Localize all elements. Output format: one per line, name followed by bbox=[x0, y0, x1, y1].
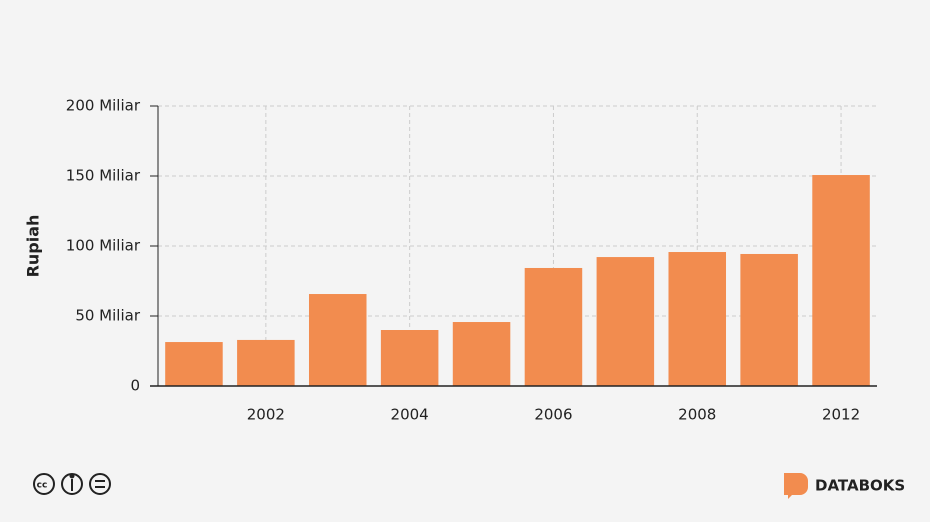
x-tick-label: 2004 bbox=[391, 406, 429, 424]
y-tick-label: 150 Miliar bbox=[66, 167, 141, 185]
bar bbox=[668, 252, 727, 386]
cc-mark: cc bbox=[37, 481, 48, 491]
y-tick-label: 50 Miliar bbox=[75, 307, 140, 325]
brand-name: DATABOKS bbox=[815, 477, 905, 495]
bar bbox=[237, 339, 295, 386]
bar bbox=[165, 342, 223, 386]
bar bbox=[380, 330, 439, 386]
y-tick-label: 100 Miliar bbox=[66, 237, 141, 255]
y-axis-title: Rupiah bbox=[24, 215, 43, 278]
bar bbox=[452, 322, 511, 386]
bar bbox=[740, 253, 798, 386]
x-tick-label: 2008 bbox=[678, 406, 716, 424]
x-tick-label: 2012 bbox=[822, 406, 860, 424]
bar bbox=[524, 267, 583, 386]
bar bbox=[308, 294, 367, 386]
x-tick-label: 2006 bbox=[534, 406, 572, 424]
bar bbox=[596, 257, 655, 386]
y-tick-label: 0 bbox=[130, 377, 140, 395]
cc-icons bbox=[33, 473, 111, 495]
y-tick-label: 200 Miliar bbox=[66, 97, 141, 115]
bar bbox=[812, 175, 870, 386]
x-tick-label: 2002 bbox=[247, 406, 285, 424]
brand-logo bbox=[784, 473, 808, 499]
